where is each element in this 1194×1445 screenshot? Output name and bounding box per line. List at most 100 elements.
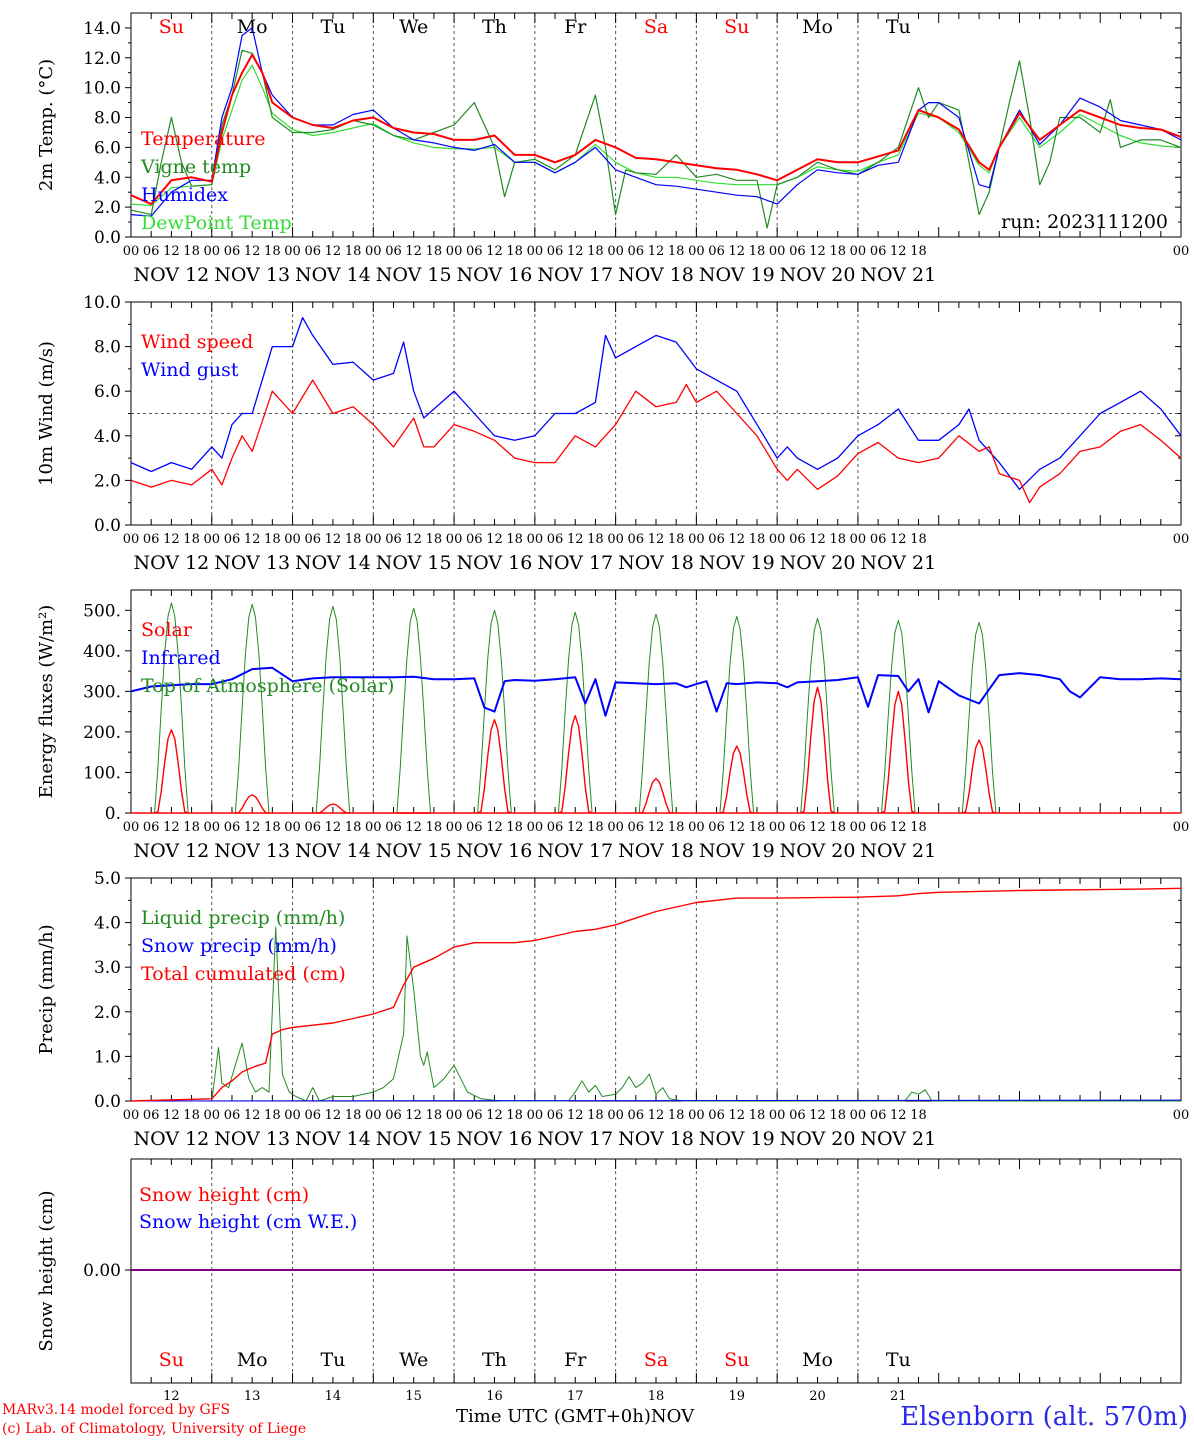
y-tick-label: 0.0 [94,1092,121,1112]
hour-tick-label: 06 [143,820,160,835]
y-tick-label: 10.0 [83,293,121,313]
series-line-snow-precip-mm-h- [130,1099,1182,1102]
hour-tick-label: 12 [567,532,584,547]
date-label: NOV 21 [860,840,936,862]
date-label: NOV 19 [699,840,775,862]
legend-entry: Solar [141,619,193,641]
hour-tick-label: 00 [1173,244,1190,259]
hour-tick-label: 12 [244,244,261,259]
hour-tick-label: 00 [203,532,220,547]
hour-tick-label: 00 [203,820,220,835]
time-axis-label: Time UTC (GMT+0h)NOV [456,1406,694,1427]
hour-tick-label: 00 [688,244,705,259]
hour-tick-label: 18 [345,820,362,835]
wind-ylabel: 10m Wind (m/s) [36,341,57,486]
hour-tick-label: 00 [1173,1108,1190,1123]
date-label: NOV 12 [133,1128,209,1150]
date-label: NOV 19 [699,264,775,286]
hour-tick-label: 12 [325,1108,342,1123]
temperature-ylabel: 2m Temp. (°C) [36,59,57,191]
hour-tick-label: 06 [466,244,483,259]
y-tick-label: 5.0 [94,869,121,889]
legend-entry: Humidex [141,184,228,206]
y-tick-label: 0.0 [94,516,121,536]
hour-tick-label: 12 [809,820,826,835]
hour-tick-label: 06 [547,820,564,835]
series-line-wind-speed [130,379,1182,504]
hour-tick-label: 18 [910,532,927,547]
hour-tick-label: 06 [385,820,402,835]
panel-temperature: 0.0 2.0 4.0 6.0 8.0 10.0 12.0 14.0 2m Temp. (°C)… [36,12,1190,286]
hour-tick-label: 18 [668,1108,685,1123]
precip-ylabel: Precip (mm/h) [36,924,57,1054]
legend-entry: Snow height (cm) [139,1184,309,1206]
date-label: NOV 12 [133,840,209,862]
hour-tick-label: 00 [769,1108,786,1123]
hour-tick-label: 00 [123,820,140,835]
hour-tick-label: 06 [224,244,241,259]
date-label: NOV 15 [376,1128,452,1150]
hour-tick-label: 00 [607,820,624,835]
weekday-label: We [399,16,428,38]
toa-solar-curve [555,611,596,814]
toa-solar-curve [797,617,838,814]
hour-tick-label: 12 [809,1108,826,1123]
date-label: NOV 17 [537,1128,613,1150]
hour-tick-label: 00 [688,1108,705,1123]
toa-solar-curve [716,615,757,814]
hour-tick-label: 00 [607,1108,624,1123]
hour-tick-label: 06 [547,532,564,547]
hour-tick-label: 06 [870,532,887,547]
hour-tick-label: 12 [648,820,665,835]
date-label: NOV 18 [618,1128,694,1150]
weekday-label: Mo [802,1349,833,1371]
weekday-label: Tu [320,1349,345,1371]
hour-tick-label: 00 [365,244,382,259]
series-line-wind-gust [130,316,1182,490]
legend-entry: Top of Atmosphere (Solar) [141,675,394,697]
day-number-label: 17 [567,1389,584,1404]
hour-tick-label: 06 [870,1108,887,1123]
series-line-liquid-precip-mm-h- [131,926,1181,1102]
model-credit: MARv3.14 model forced by GFS [2,1402,231,1418]
hour-tick-label: 00 [688,532,705,547]
day-number-label: 20 [809,1389,826,1404]
hour-tick-label: 12 [244,820,261,835]
hour-tick-label: 18 [506,820,523,835]
hour-tick-label: 00 [446,532,463,547]
hour-tick-label: 18 [829,1108,846,1123]
hour-tick-label: 06 [224,1108,241,1123]
hour-tick-label: 00 [850,532,867,547]
hour-tick-label: 18 [506,1108,523,1123]
series-line-vigne-temp [130,49,1182,229]
hour-tick-label: 06 [708,244,725,259]
panel-snow: Snow height (cm) 0.00 Snow height (cm) Snow… [36,1158,1182,1404]
legend-entry: Liquid precip (mm/h) [141,907,345,929]
day-number-label: 21 [890,1389,907,1404]
hour-tick-label: 00 [123,244,140,259]
hour-tick-label: 00 [607,532,624,547]
hour-tick-label: 06 [466,1108,483,1123]
hour-tick-label: 00 [850,820,867,835]
hour-tick-label: 18 [829,532,846,547]
weekday-label: Mo [237,16,268,38]
weekday-label: Mo [237,1349,268,1371]
panel-frame [130,589,1182,814]
date-label: NOV 19 [699,1128,775,1150]
date-label: NOV 21 [860,1128,936,1150]
hour-tick-label: 06 [385,1108,402,1123]
hour-tick-label: 00 [446,820,463,835]
date-label: NOV 16 [457,1128,533,1150]
hour-tick-label: 18 [345,1108,362,1123]
date-label: NOV 20 [780,552,856,574]
hour-tick-label: 18 [264,1108,281,1123]
solar-curve [558,715,593,814]
hour-tick-label: 06 [547,244,564,259]
hour-tick-label: 18 [264,532,281,547]
hour-tick-label: 06 [466,820,483,835]
date-label: NOV 17 [537,552,613,574]
month-label: NOV [650,1406,695,1427]
hour-tick-label: 18 [668,244,685,259]
legend-entry: DewPoint Temp [141,212,292,234]
toa-solar-curve [232,603,273,814]
